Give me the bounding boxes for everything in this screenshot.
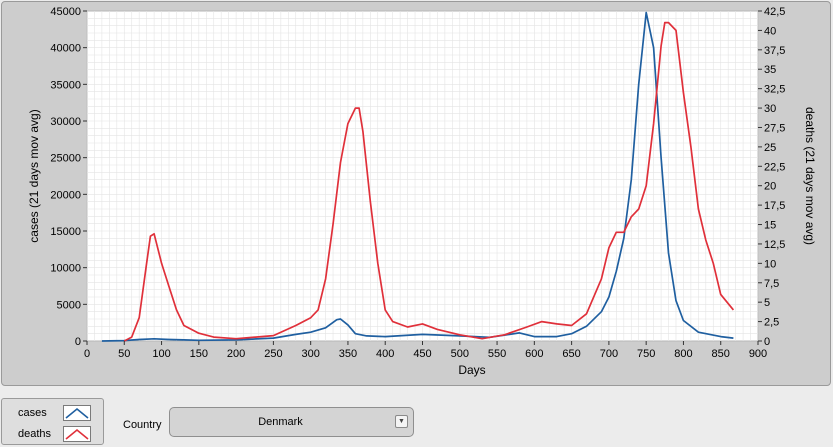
y-right-tick-label: 27,5 — [764, 122, 785, 134]
x-tick-label: 100 — [152, 348, 170, 360]
x-tick-label: 400 — [376, 348, 394, 360]
y-left-tick-label: 20000 — [50, 189, 81, 201]
y-right-tick-label: 32,5 — [764, 84, 785, 96]
y-left-tick-label: 15000 — [50, 226, 81, 238]
y-right-tick-label: 25 — [764, 142, 776, 154]
legend-cases-swatch — [63, 405, 91, 421]
x-tick-label: 350 — [339, 348, 357, 360]
y-right-tick-label: 20 — [764, 181, 776, 193]
y-right-tick-label: 12,5 — [764, 239, 785, 251]
legend-cases-label: cases — [18, 407, 47, 419]
country-dropdown[interactable]: Denmark ▼ — [169, 407, 414, 437]
y-left-tick-label: 0 — [75, 336, 81, 348]
x-axis-label: Days — [458, 363, 485, 377]
y-axis-left-label: cases (21 days mov avg) — [27, 109, 41, 242]
y-right-tick-label: 2,5 — [764, 317, 779, 329]
country-label: Country — [123, 419, 162, 431]
y-left-tick-label: 35000 — [50, 79, 81, 91]
y-right-tick-label: 22,5 — [764, 161, 785, 173]
chart-panel: 0 50 100 150 200 250 300 350 400 450 500 550 600 650 7… — [1, 1, 831, 386]
x-tick-label: 800 — [674, 348, 692, 360]
y-right-tick-label: 10 — [764, 258, 776, 270]
x-tick-label: 750 — [637, 348, 655, 360]
legend-deaths-label: deaths — [18, 428, 52, 440]
cases-deaths-chart: 0 50 100 150 200 250 300 350 400 450 500 550 600 650 7… — [27, 6, 817, 377]
x-tick-label: 300 — [301, 348, 319, 360]
y-right-tick-label: 42,5 — [764, 6, 785, 18]
y-left-tick-label: 45000 — [50, 6, 81, 18]
legend: cases deaths — [1, 398, 104, 445]
series-line-deaths — [123, 21, 735, 342]
y-right-tick-label: 30 — [764, 103, 776, 115]
legend-item-deaths: deaths — [2, 425, 103, 445]
y-right-tick-label: 7,5 — [764, 278, 779, 290]
x-tick-label: 0 — [84, 348, 90, 360]
x-tick-label: 250 — [264, 348, 282, 360]
x-tick-label: 50 — [118, 348, 130, 360]
x-tick-label: 650 — [562, 348, 580, 360]
y-left-tick-label: 40000 — [50, 43, 81, 55]
x-tick-label: 550 — [488, 348, 506, 360]
legend-item-cases: cases — [2, 404, 103, 424]
legend-deaths-swatch — [63, 426, 91, 442]
y-left-tick-label: 5000 — [57, 299, 81, 311]
x-tick-label: 600 — [525, 348, 543, 360]
y-right-tick-label: 15 — [764, 220, 776, 232]
x-tick-label: 700 — [600, 348, 618, 360]
y-left-tick-label: 10000 — [50, 263, 81, 275]
y-right-tick-label: 35 — [764, 64, 776, 76]
y-left-tick-label: 30000 — [50, 116, 81, 128]
x-tick-label: 200 — [227, 348, 245, 360]
x-tick-label: 500 — [451, 348, 469, 360]
chevron-down-icon[interactable]: ▼ — [395, 415, 408, 428]
y-right-tick-label: 5 — [764, 297, 770, 309]
y-axis-right-label: deaths (21 days mov avg) — [803, 107, 817, 245]
y-right-tick-label: 17,5 — [764, 200, 785, 212]
x-tick-label: 850 — [712, 348, 730, 360]
x-tick-label: 150 — [190, 348, 208, 360]
y-right-tick-label: 40 — [764, 25, 776, 37]
y-right-tick-label: 0 — [764, 336, 770, 348]
country-selected-value: Denmark — [258, 416, 303, 428]
y-left-tick-label: 25000 — [50, 153, 81, 165]
x-tick-label: 900 — [749, 348, 767, 360]
x-tick-label: 450 — [413, 348, 431, 360]
y-right-tick-label: 37,5 — [764, 45, 785, 57]
